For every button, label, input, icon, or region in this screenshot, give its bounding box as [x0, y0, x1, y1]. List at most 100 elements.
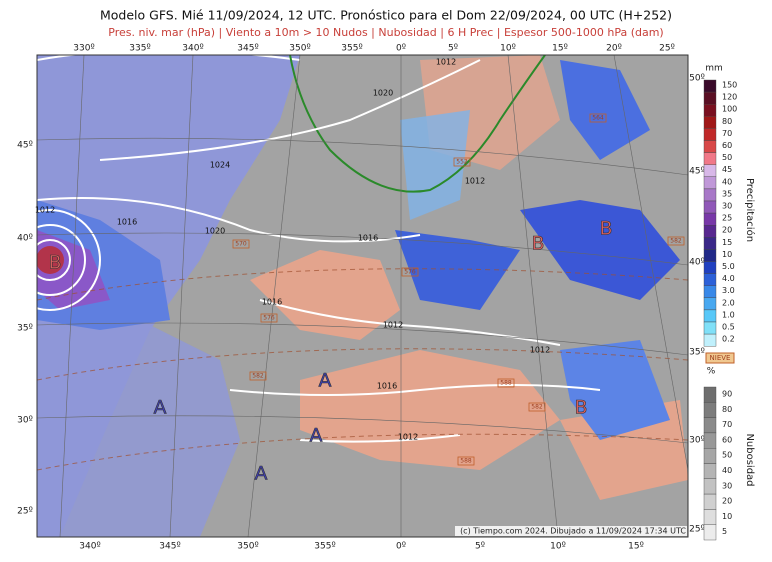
lon-label: 355º: [314, 542, 335, 552]
cloud-label: 5: [722, 527, 727, 536]
precip-label: 45: [722, 165, 732, 174]
thickness-box: [249, 371, 267, 381]
lat-label: 45º: [689, 167, 705, 177]
pressure-center: A: [319, 370, 332, 392]
cloud-label: 30: [722, 481, 732, 490]
pressure-center: A: [255, 463, 268, 485]
precip-label: 50: [722, 153, 732, 162]
title: Modelo GFS. Mié 11/09/2024, 12 UTC. Pron…: [100, 8, 672, 23]
isobar-label: 1016: [358, 234, 378, 243]
precip-label: 150: [722, 81, 737, 90]
precip-swatch: [703, 212, 717, 226]
isobar-label: 1012: [436, 58, 456, 67]
precip-swatch: [703, 164, 717, 177]
precip-label: 4.0: [722, 274, 735, 283]
lat-label: 30º: [689, 436, 705, 446]
thickness-box: [232, 239, 250, 249]
lon-label: 330º: [73, 44, 94, 54]
lon-label: 355º: [341, 44, 362, 54]
precip-label: 15: [722, 238, 732, 247]
pressure-center: A: [310, 425, 323, 447]
precip-label: 1.0: [722, 310, 735, 319]
lon-label: 20º: [606, 44, 622, 54]
isobar-label: 1012: [398, 433, 418, 442]
precip-label: 70: [722, 129, 732, 138]
precip-swatch: [703, 249, 717, 262]
pressure-center: B: [48, 252, 61, 274]
precip-swatch: [703, 116, 717, 129]
lon-label: 350º: [289, 44, 310, 54]
precip-label: 20: [722, 226, 732, 235]
lat-label: 45º: [17, 141, 33, 151]
lon-label: 15º: [628, 542, 644, 552]
lat-label: 25º: [17, 507, 33, 517]
isobar-label: 1012: [465, 177, 485, 186]
cloud-label: 20: [722, 497, 732, 506]
precip-label: 2.0: [722, 298, 735, 307]
isobar-label: 1016: [117, 218, 137, 227]
precip-label: 100: [722, 105, 737, 114]
thickness-box: [667, 236, 685, 246]
precip-label: 40: [722, 177, 732, 186]
credit: (c) Tiempo.com 2024. Dibujado a 11/09/20…: [460, 527, 686, 536]
cloud-unit: %: [707, 367, 716, 377]
lon-label: 5º: [448, 44, 458, 54]
isobar-label: 1024: [210, 161, 230, 170]
thickness-label: 582: [252, 373, 264, 380]
precip-label: 0.5: [722, 323, 735, 332]
cloud-label: 90: [722, 390, 732, 399]
precip-swatch: [703, 297, 717, 311]
lon-label: 340º: [79, 542, 100, 552]
lon-label: 10º: [550, 542, 566, 552]
isobar-label: 1016: [262, 298, 282, 307]
lon-label: 335º: [129, 44, 150, 54]
thickness-box: [457, 456, 475, 466]
precip-swatch: [703, 237, 717, 250]
precip-unit: mm: [705, 64, 723, 74]
precip-title: Precipitación: [744, 178, 756, 242]
cloud-swatch: [703, 524, 717, 541]
cloud-swatch: [703, 493, 717, 510]
thickness-label: 582: [531, 404, 543, 411]
lat-label: 50º: [689, 74, 705, 84]
precip-label: 30: [722, 202, 732, 211]
thickness-label: 570: [235, 241, 247, 248]
precip-swatch: [703, 128, 717, 141]
precip-swatch: [703, 333, 717, 347]
lon-label: 0º: [396, 542, 406, 552]
thickness-label: 588: [460, 458, 472, 465]
pressure-center: A: [154, 397, 167, 419]
precip-swatch: [703, 273, 717, 286]
cloud-swatch: [703, 402, 717, 418]
lon-label: 15º: [552, 44, 568, 54]
isobar-label: 1012: [530, 346, 550, 355]
precip-swatch: [703, 103, 717, 117]
lon-label: 345º: [159, 542, 180, 552]
precip-swatch: [703, 79, 717, 93]
thickness-box: [401, 267, 419, 277]
thickness-label: 576: [263, 315, 275, 322]
precip-label: 10: [722, 250, 732, 259]
thickness-box: [528, 402, 546, 412]
lon-label: 10º: [500, 44, 516, 54]
cloud-swatch: [703, 478, 717, 495]
precip-label: 120: [722, 93, 737, 102]
precip-swatch: [703, 176, 717, 190]
snow-box: [705, 352, 735, 364]
cloud-swatch: [703, 417, 717, 434]
thickness-label: 564: [592, 115, 604, 122]
precip-label: 80: [722, 117, 732, 126]
precip-label: 3.0: [722, 286, 735, 295]
precip-swatch: [703, 188, 717, 202]
lat-label: 40º: [689, 258, 705, 268]
cloud-swatch: [703, 432, 717, 449]
precip-swatch: [703, 285, 717, 299]
lat-label: 30º: [17, 416, 33, 426]
isobar-label: 1012: [383, 321, 403, 330]
lon-label: 25º: [659, 44, 675, 54]
lat-label: 25º: [689, 525, 705, 535]
subtitle: Pres. niv. mar (hPa) | Viento a 10m > 10…: [108, 26, 663, 39]
isobar-label: 1016: [377, 382, 397, 391]
